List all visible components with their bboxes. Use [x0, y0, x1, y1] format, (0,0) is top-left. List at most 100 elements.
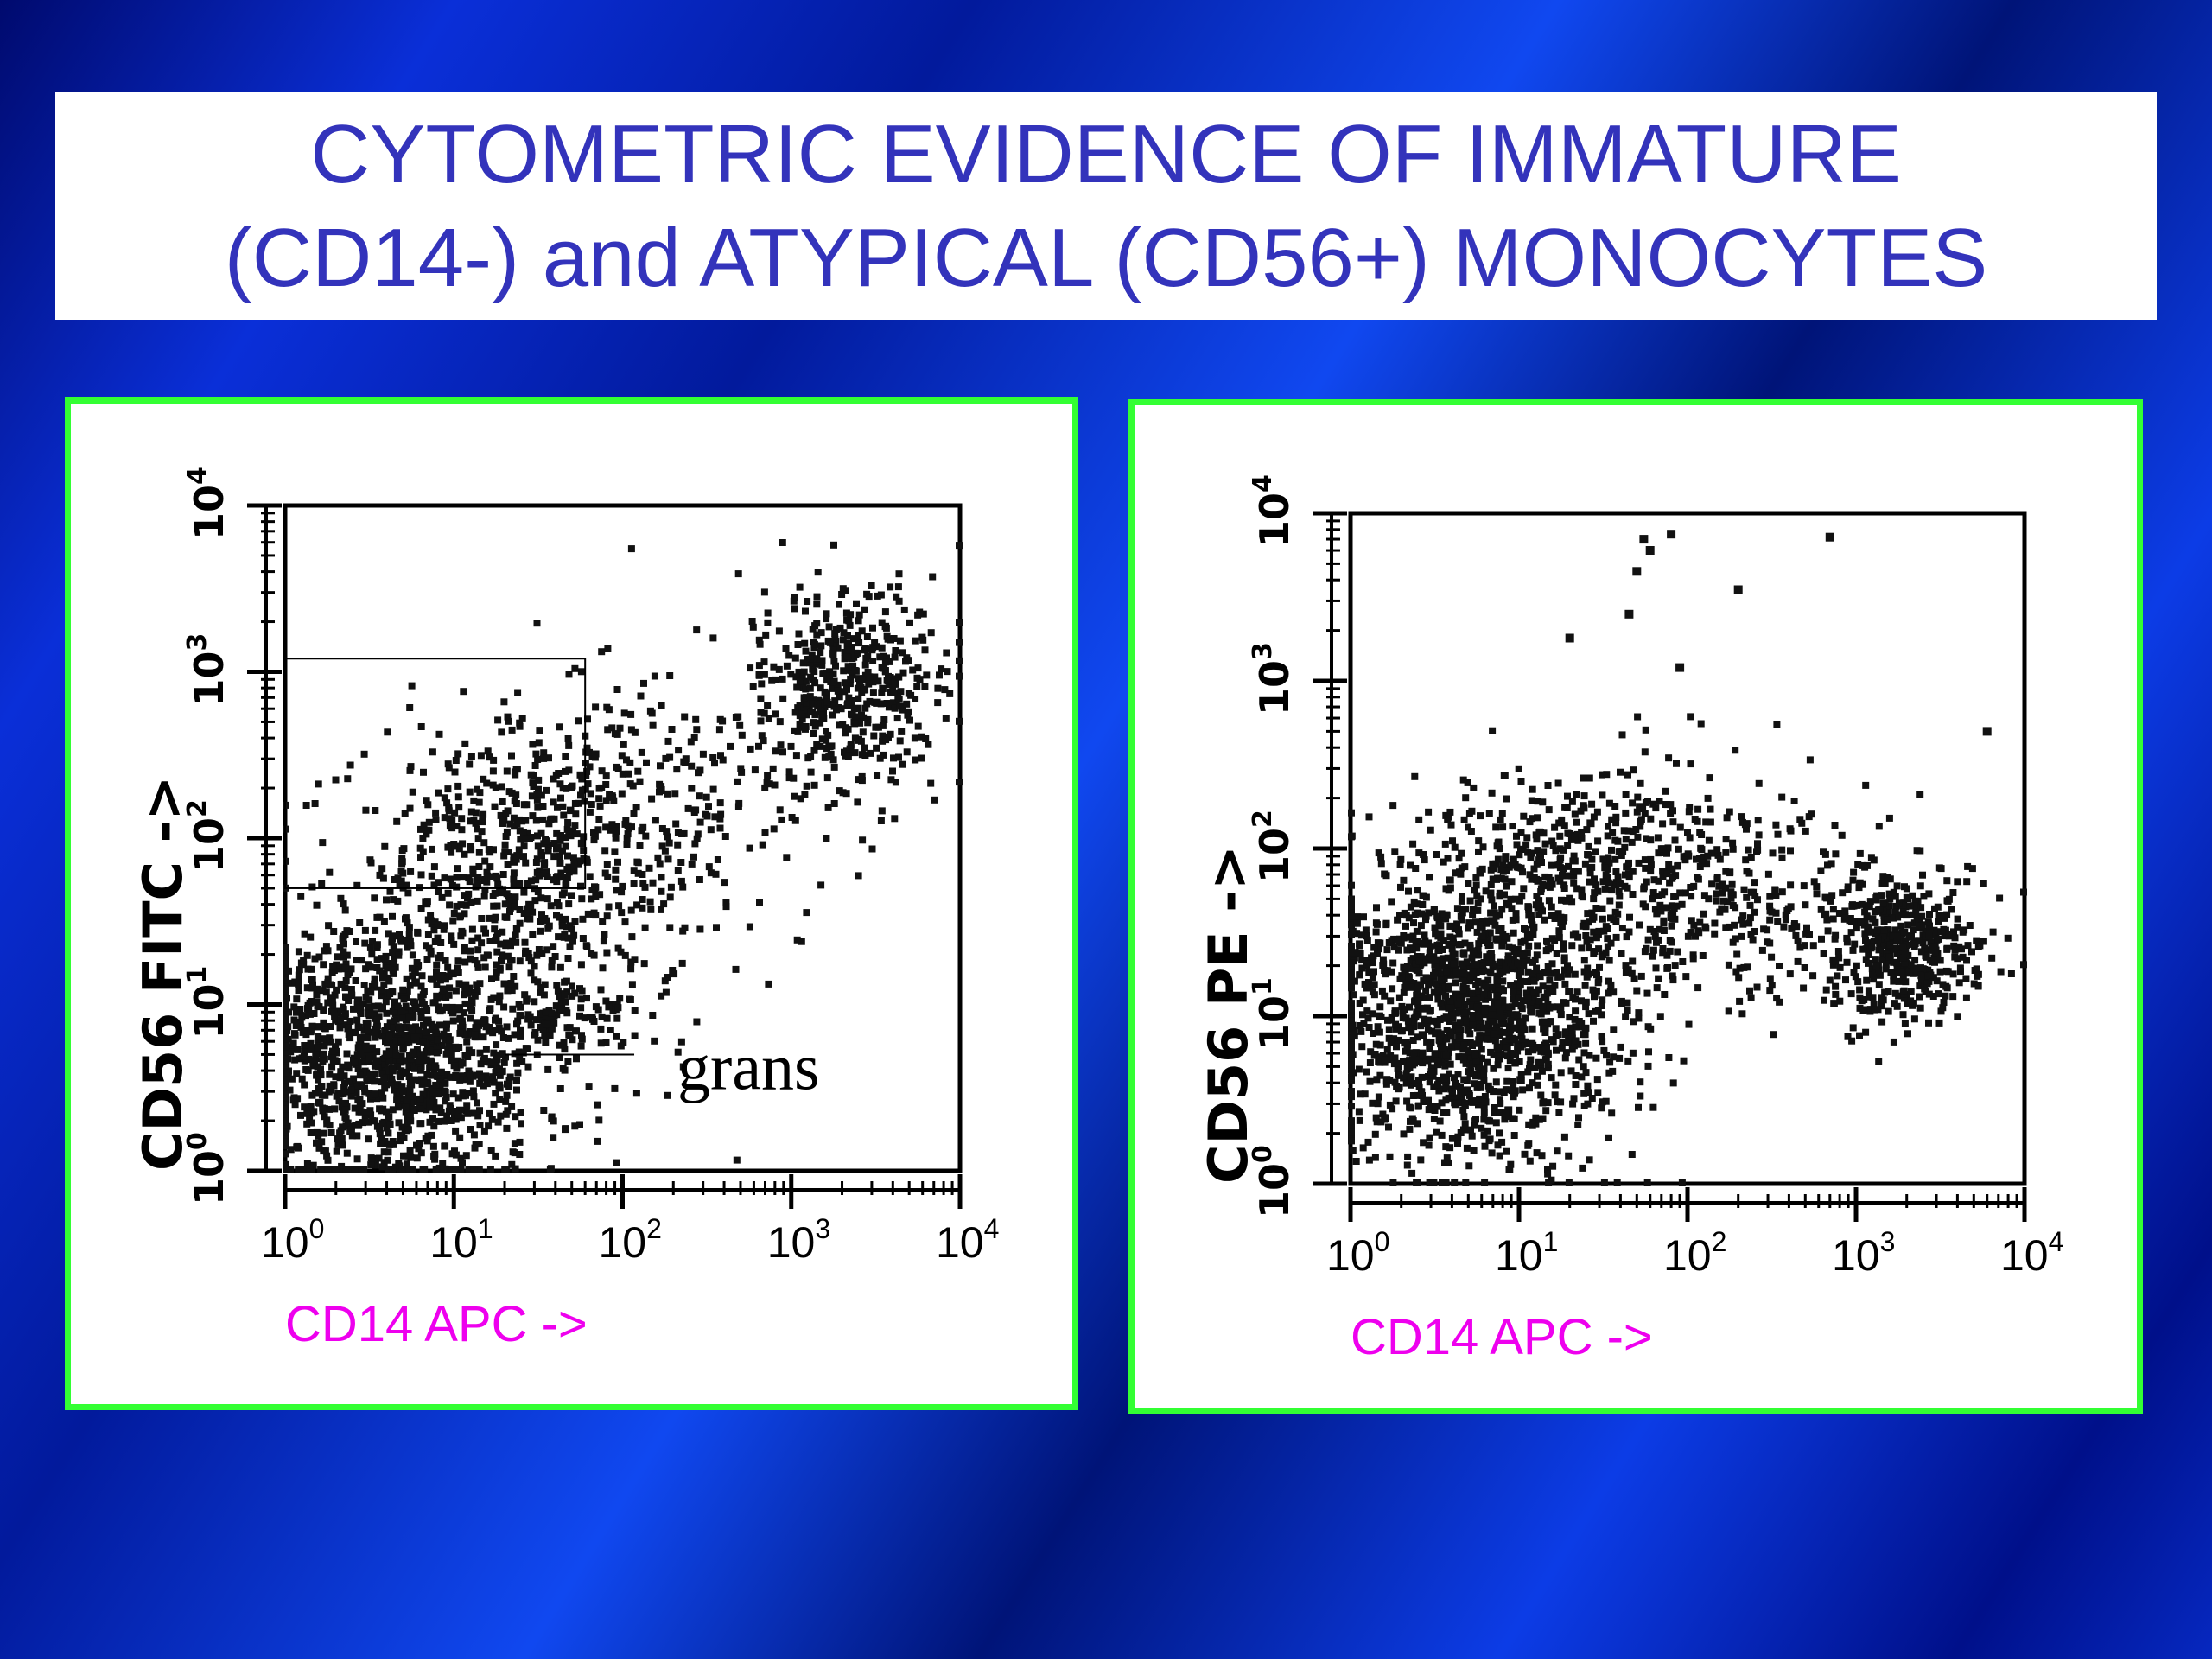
data-point	[791, 654, 799, 662]
data-point	[813, 601, 821, 608]
data-point	[327, 1023, 334, 1030]
data-point	[312, 1051, 320, 1058]
data-point	[1697, 720, 1705, 728]
data-point	[1494, 980, 1502, 988]
data-point	[442, 1071, 449, 1078]
data-point	[1442, 915, 1450, 923]
data-point	[603, 949, 611, 957]
data-point	[1395, 1023, 1402, 1031]
data-point	[1520, 951, 1527, 959]
data-point	[1711, 919, 1719, 927]
data-point	[360, 982, 368, 988]
data-point	[613, 686, 621, 693]
data-point	[359, 1000, 367, 1007]
data-point	[556, 1085, 564, 1092]
data-point	[403, 938, 410, 944]
data-point	[765, 715, 772, 722]
data-point	[794, 641, 802, 648]
data-point	[517, 1033, 524, 1040]
data-point	[484, 951, 492, 959]
data-point	[424, 931, 432, 938]
data-point	[485, 846, 493, 853]
data-point	[468, 1007, 476, 1014]
data-point	[352, 977, 359, 984]
data-point	[516, 919, 524, 927]
data-point	[535, 785, 542, 793]
data-point	[1410, 1023, 1418, 1031]
data-point	[456, 1106, 463, 1114]
data-point	[1390, 1060, 1398, 1068]
data-point	[1485, 959, 1493, 967]
data-point	[804, 754, 812, 762]
data-point	[563, 785, 570, 792]
data-point	[1440, 1075, 1448, 1083]
data-point	[338, 1135, 346, 1142]
data-point	[869, 678, 877, 686]
data-point	[1529, 1122, 1536, 1129]
data-point	[351, 1104, 359, 1112]
data-point	[869, 624, 876, 632]
data-point	[1564, 792, 1571, 800]
data-point	[1496, 1152, 1503, 1160]
data-point	[828, 742, 836, 750]
data-point	[402, 1108, 410, 1116]
data-point	[1633, 987, 1641, 995]
data-point	[396, 1162, 404, 1170]
data-point	[283, 1115, 289, 1122]
data-point	[893, 715, 901, 722]
data-point	[604, 726, 612, 734]
data-point	[493, 1041, 500, 1049]
data-point	[871, 639, 879, 646]
data-point	[303, 951, 311, 959]
data-point	[373, 1022, 381, 1030]
data-point	[538, 950, 546, 957]
data-point	[364, 1109, 372, 1117]
data-point	[1605, 879, 1612, 887]
data-point	[889, 767, 896, 775]
data-point	[1635, 1014, 1643, 1022]
data-point	[335, 1097, 343, 1105]
data-point	[887, 730, 894, 738]
data-point	[491, 916, 499, 924]
data-point	[1489, 727, 1497, 734]
data-point	[480, 1127, 488, 1135]
data-point	[611, 730, 619, 738]
data-point	[371, 975, 378, 982]
data-point	[696, 818, 704, 826]
data-point	[1482, 1098, 1490, 1106]
data-point	[283, 1034, 289, 1042]
data-point	[496, 1071, 504, 1079]
data-point	[1432, 980, 1440, 988]
data-point	[378, 986, 385, 994]
data-point	[918, 733, 925, 741]
data-point	[548, 1025, 556, 1033]
data-point	[1474, 899, 1482, 907]
data-point	[810, 640, 818, 648]
data-point	[595, 795, 603, 803]
data-point	[674, 867, 682, 874]
data-point	[890, 754, 897, 762]
data-point	[1548, 1036, 1555, 1044]
data-point	[319, 839, 327, 847]
data-point	[283, 1001, 289, 1007]
data-point	[348, 990, 356, 998]
data-point	[505, 893, 512, 899]
data-point	[639, 880, 647, 887]
data-point	[396, 1058, 404, 1066]
data-point	[452, 757, 460, 764]
data-point	[478, 828, 486, 836]
data-point	[424, 1132, 432, 1140]
data-point	[1552, 1025, 1560, 1033]
data-point	[378, 1135, 385, 1143]
data-point	[1408, 1081, 1414, 1089]
data-point	[551, 953, 559, 960]
data-point	[416, 844, 424, 852]
data-point	[796, 721, 804, 728]
data-point	[668, 726, 676, 733]
data-point	[1395, 1036, 1402, 1044]
data-point	[434, 934, 442, 942]
data-point	[1420, 851, 1427, 858]
data-point	[1787, 881, 1795, 889]
data-point	[1655, 849, 1662, 857]
data-point	[348, 1132, 356, 1140]
